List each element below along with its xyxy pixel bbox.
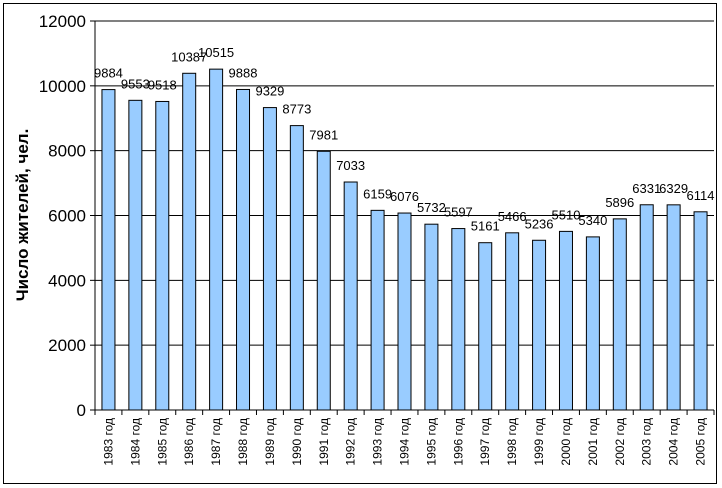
x-tick-label: 1985 год bbox=[155, 418, 169, 466]
data-label: 5466 bbox=[498, 209, 527, 224]
bar bbox=[532, 239, 547, 411]
data-label: 8773 bbox=[282, 102, 311, 117]
x-tick-label: 1983 год bbox=[101, 418, 115, 466]
data-label: 6114 bbox=[687, 188, 715, 203]
bar bbox=[451, 228, 466, 411]
y-tick-labels: 0 2000 4000 6000 8000 10000 12000 bbox=[39, 12, 86, 420]
x-tick-label: 1992 год bbox=[344, 418, 358, 466]
data-label: 9518 bbox=[148, 77, 177, 92]
y-axis-label: Число жителей, чел. bbox=[13, 129, 32, 302]
x-tick-label: 1984 год bbox=[128, 418, 142, 466]
y-tick-label: 10000 bbox=[39, 77, 86, 96]
data-label: 6331 bbox=[632, 181, 661, 196]
x-tick-label: 2003 год bbox=[640, 418, 654, 466]
x-tick-label: 1986 год bbox=[182, 418, 196, 466]
bar bbox=[289, 125, 304, 411]
y-tick-label: 8000 bbox=[48, 142, 86, 161]
bar bbox=[316, 150, 331, 411]
x-tick-label: 1996 год bbox=[451, 418, 465, 466]
data-label: 9888 bbox=[229, 65, 258, 80]
data-label: 5732 bbox=[417, 200, 446, 215]
x-tick-label: 1999 год bbox=[532, 418, 546, 466]
bar bbox=[182, 72, 197, 411]
data-label: 5340 bbox=[578, 213, 607, 228]
data-label: 5896 bbox=[605, 195, 634, 210]
bar bbox=[666, 204, 681, 411]
data-label: 7981 bbox=[309, 127, 338, 142]
data-label: 10387 bbox=[171, 49, 207, 64]
x-tick-label: 2002 год bbox=[613, 418, 627, 466]
data-label: 5597 bbox=[444, 205, 473, 220]
bar bbox=[558, 230, 573, 411]
y-tick-label: 12000 bbox=[39, 12, 86, 31]
bar bbox=[262, 107, 277, 411]
data-label: 5236 bbox=[525, 216, 554, 231]
x-tick-label: 1990 год bbox=[290, 418, 304, 466]
bar bbox=[236, 88, 251, 411]
x-tick-label: 2005 год bbox=[694, 418, 708, 466]
y-tick-label: 6000 bbox=[48, 207, 86, 226]
data-label: 6329 bbox=[659, 181, 688, 196]
data-label: 5161 bbox=[471, 219, 500, 234]
data-label: 5510 bbox=[552, 207, 581, 222]
x-tick-label: 1995 год bbox=[424, 418, 438, 466]
gridlines bbox=[95, 20, 714, 346]
x-tick-label: 1994 год bbox=[398, 418, 412, 466]
bar bbox=[585, 236, 600, 411]
data-label: 9329 bbox=[255, 84, 284, 99]
y-tick-label: 0 bbox=[77, 401, 86, 420]
x-tick-label: 1989 год bbox=[263, 418, 277, 466]
x-tick-label: 1993 год bbox=[371, 418, 385, 466]
data-label: 9553 bbox=[121, 76, 150, 91]
bar bbox=[155, 100, 170, 411]
x-tick-label: 1998 год bbox=[505, 418, 519, 466]
bar bbox=[505, 232, 520, 411]
x-tick-label: 1988 год bbox=[236, 418, 250, 466]
bar bbox=[693, 211, 708, 411]
data-label: 9884 bbox=[94, 66, 123, 81]
axes bbox=[90, 20, 715, 415]
bar bbox=[209, 68, 224, 411]
x-tick-label: 1987 год bbox=[209, 418, 223, 466]
data-label: 6076 bbox=[390, 189, 419, 204]
x-tick-label: 1991 год bbox=[317, 418, 331, 466]
x-tick-label: 2001 год bbox=[586, 418, 600, 466]
y-tick-label: 4000 bbox=[48, 271, 86, 290]
bars bbox=[101, 68, 708, 411]
bar bbox=[101, 89, 116, 411]
bar bbox=[343, 181, 358, 411]
x-tick-labels: 1983 год 1984 год 1985 год 1986 год 1987 год… bbox=[101, 418, 707, 466]
bar bbox=[478, 242, 493, 411]
bar bbox=[639, 204, 654, 411]
data-label: 10515 bbox=[198, 45, 234, 60]
x-tick-label: 1997 год bbox=[478, 418, 492, 466]
bar bbox=[128, 99, 143, 411]
x-tick-label: 2004 год bbox=[667, 418, 681, 466]
x-tick-label: 2000 год bbox=[559, 418, 573, 466]
bar bbox=[370, 209, 385, 411]
data-label: 7033 bbox=[336, 158, 365, 173]
data-label: 6159 bbox=[363, 186, 392, 201]
bar bbox=[612, 218, 627, 411]
bar bbox=[397, 212, 412, 411]
y-tick-label: 2000 bbox=[48, 336, 86, 355]
bar bbox=[424, 223, 439, 411]
